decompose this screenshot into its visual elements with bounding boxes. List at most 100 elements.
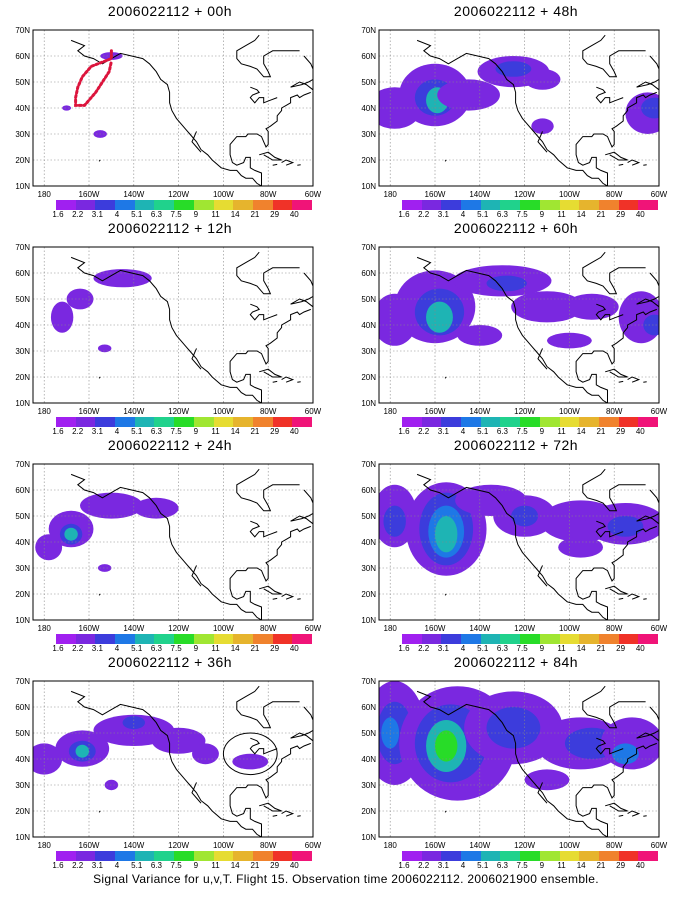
colorbar-swatch bbox=[252, 851, 273, 861]
coastline bbox=[595, 520, 624, 538]
variance-contour bbox=[435, 730, 458, 762]
colorbar-swatch bbox=[252, 634, 273, 644]
coastline bbox=[191, 565, 202, 587]
variance-contour bbox=[75, 744, 89, 758]
variance-contour bbox=[607, 516, 644, 537]
colorbar-label: 11 bbox=[557, 861, 566, 870]
coastline bbox=[605, 368, 628, 378]
colorbar-label: 6.3 bbox=[496, 644, 508, 653]
variance-contour bbox=[531, 118, 554, 134]
coastline bbox=[618, 814, 624, 817]
lat-tick-label: 60N bbox=[15, 703, 30, 712]
lat-tick-label: 10N bbox=[361, 833, 376, 842]
variance-contour bbox=[232, 753, 269, 770]
colorbar-label: 5.1 bbox=[477, 210, 489, 219]
colorbar-swatch bbox=[618, 851, 639, 861]
highlight-circle bbox=[222, 732, 278, 776]
lon-tick-label: 60W bbox=[305, 190, 322, 198]
colorbar-label: 40 bbox=[289, 644, 299, 653]
colorbar-labels: 1.6 2.2 3.1 4 5.1 6.3 7.5 9 11 14 21 29 40 bbox=[398, 644, 658, 654]
variance-contour bbox=[62, 105, 72, 111]
lon-tick-label: 60W bbox=[305, 407, 322, 415]
colorbar-swatch bbox=[539, 634, 560, 644]
lat-tick-label: 40N bbox=[15, 104, 30, 113]
coastline bbox=[70, 256, 262, 403]
colorbar-label: 1.6 bbox=[52, 861, 64, 870]
colorbar-swatch bbox=[193, 200, 214, 210]
colorbar bbox=[56, 634, 312, 644]
colorbar-label: 40 bbox=[289, 427, 299, 436]
coastline bbox=[636, 272, 659, 308]
colorbar-label: 6.3 bbox=[150, 427, 162, 436]
map-panel-0h: 2006022112 + 00h 10N 20N 30N 40N 50N 60N 70N 180… bbox=[0, 0, 340, 219]
coastline bbox=[537, 348, 548, 370]
colorbar-label: 4 bbox=[460, 644, 466, 653]
lat-tick-label: 60N bbox=[361, 52, 376, 61]
map-frame bbox=[378, 29, 660, 187]
coastline bbox=[70, 690, 262, 837]
colorbar-label: 3.1 bbox=[437, 427, 449, 436]
coastline bbox=[229, 91, 311, 186]
colorbar-swatch bbox=[134, 634, 155, 644]
colorbar-label: 2.2 bbox=[72, 427, 84, 436]
lat-tick-label: 30N bbox=[15, 347, 30, 356]
lon-tick-label: 80W bbox=[260, 841, 277, 849]
lon-tick-label: 180 bbox=[38, 841, 52, 849]
lat-tick-label: 70N bbox=[361, 243, 376, 252]
colorbar-label: 11 bbox=[557, 644, 566, 653]
lon-tick-label: 160W bbox=[79, 407, 100, 415]
coastline bbox=[249, 86, 278, 104]
colorbar-swatch bbox=[441, 200, 462, 210]
coastline bbox=[627, 810, 641, 817]
colorbar-label: 29 bbox=[270, 861, 280, 870]
colorbar-label: 9 bbox=[539, 861, 545, 870]
colorbar-label: 5.1 bbox=[477, 861, 489, 870]
coastline bbox=[191, 782, 202, 804]
colorbar-swatch bbox=[95, 200, 116, 210]
colorbar-swatch bbox=[559, 634, 580, 644]
lat-tick-label: 40N bbox=[15, 538, 30, 547]
colorbar-label: 1.6 bbox=[52, 427, 64, 436]
panel-title: 2006022112 + 72h bbox=[453, 437, 579, 453]
lon-tick-label: 80W bbox=[606, 624, 623, 632]
lat-tick-label: 60N bbox=[15, 486, 30, 495]
colorbar-swatch bbox=[618, 200, 639, 210]
variance-contour bbox=[611, 743, 639, 765]
figure-caption: Signal Variance for u,v,T. Flight 15. Ob… bbox=[93, 872, 599, 886]
colorbar-label: 21 bbox=[596, 861, 606, 870]
colorbar-label: 1.6 bbox=[52, 210, 64, 219]
colorbar-swatch bbox=[461, 634, 481, 644]
colorbar-label: 29 bbox=[616, 210, 626, 219]
colorbar-swatch bbox=[75, 417, 96, 427]
coastline bbox=[582, 251, 646, 295]
colorbar-labels: 1.6 2.2 3.1 4 5.1 6.3 7.5 9 11 14 21 29 40 bbox=[52, 861, 312, 871]
colorbar-swatch bbox=[520, 417, 540, 427]
colorbar-swatch bbox=[598, 417, 619, 427]
coastline bbox=[627, 376, 641, 383]
lon-tick-label: 60W bbox=[651, 841, 668, 849]
colorbar-label: 7.5 bbox=[516, 210, 528, 219]
colorbar-swatch bbox=[252, 417, 273, 427]
map-frame bbox=[32, 29, 314, 187]
coastline bbox=[297, 381, 301, 383]
lon-tick-label: 60W bbox=[651, 190, 668, 198]
colorbar-swatch bbox=[154, 851, 175, 861]
colorbar-swatch bbox=[233, 851, 253, 861]
coastline bbox=[636, 55, 659, 91]
colorbar-swatch bbox=[559, 200, 580, 210]
variance-contour bbox=[547, 332, 592, 349]
coastline bbox=[595, 737, 624, 755]
colorbar bbox=[56, 200, 312, 210]
colorbar-swatch bbox=[598, 200, 619, 210]
colorbar-swatch bbox=[174, 200, 194, 210]
colorbar-labels: 1.6 2.2 3.1 4 5.1 6.3 7.5 9 11 14 21 29 40 bbox=[52, 427, 312, 437]
lat-tick-label: 20N bbox=[361, 373, 376, 382]
coastline bbox=[236, 468, 300, 512]
lat-tick-label: 60N bbox=[15, 269, 30, 278]
colorbar-label: 5.1 bbox=[131, 210, 143, 219]
colorbar-label: 5.1 bbox=[477, 427, 489, 436]
colorbar-swatch bbox=[115, 851, 135, 861]
lon-tick-label: 120W bbox=[168, 624, 189, 632]
variance-contour bbox=[122, 716, 145, 730]
colorbar-swatch bbox=[520, 200, 540, 210]
